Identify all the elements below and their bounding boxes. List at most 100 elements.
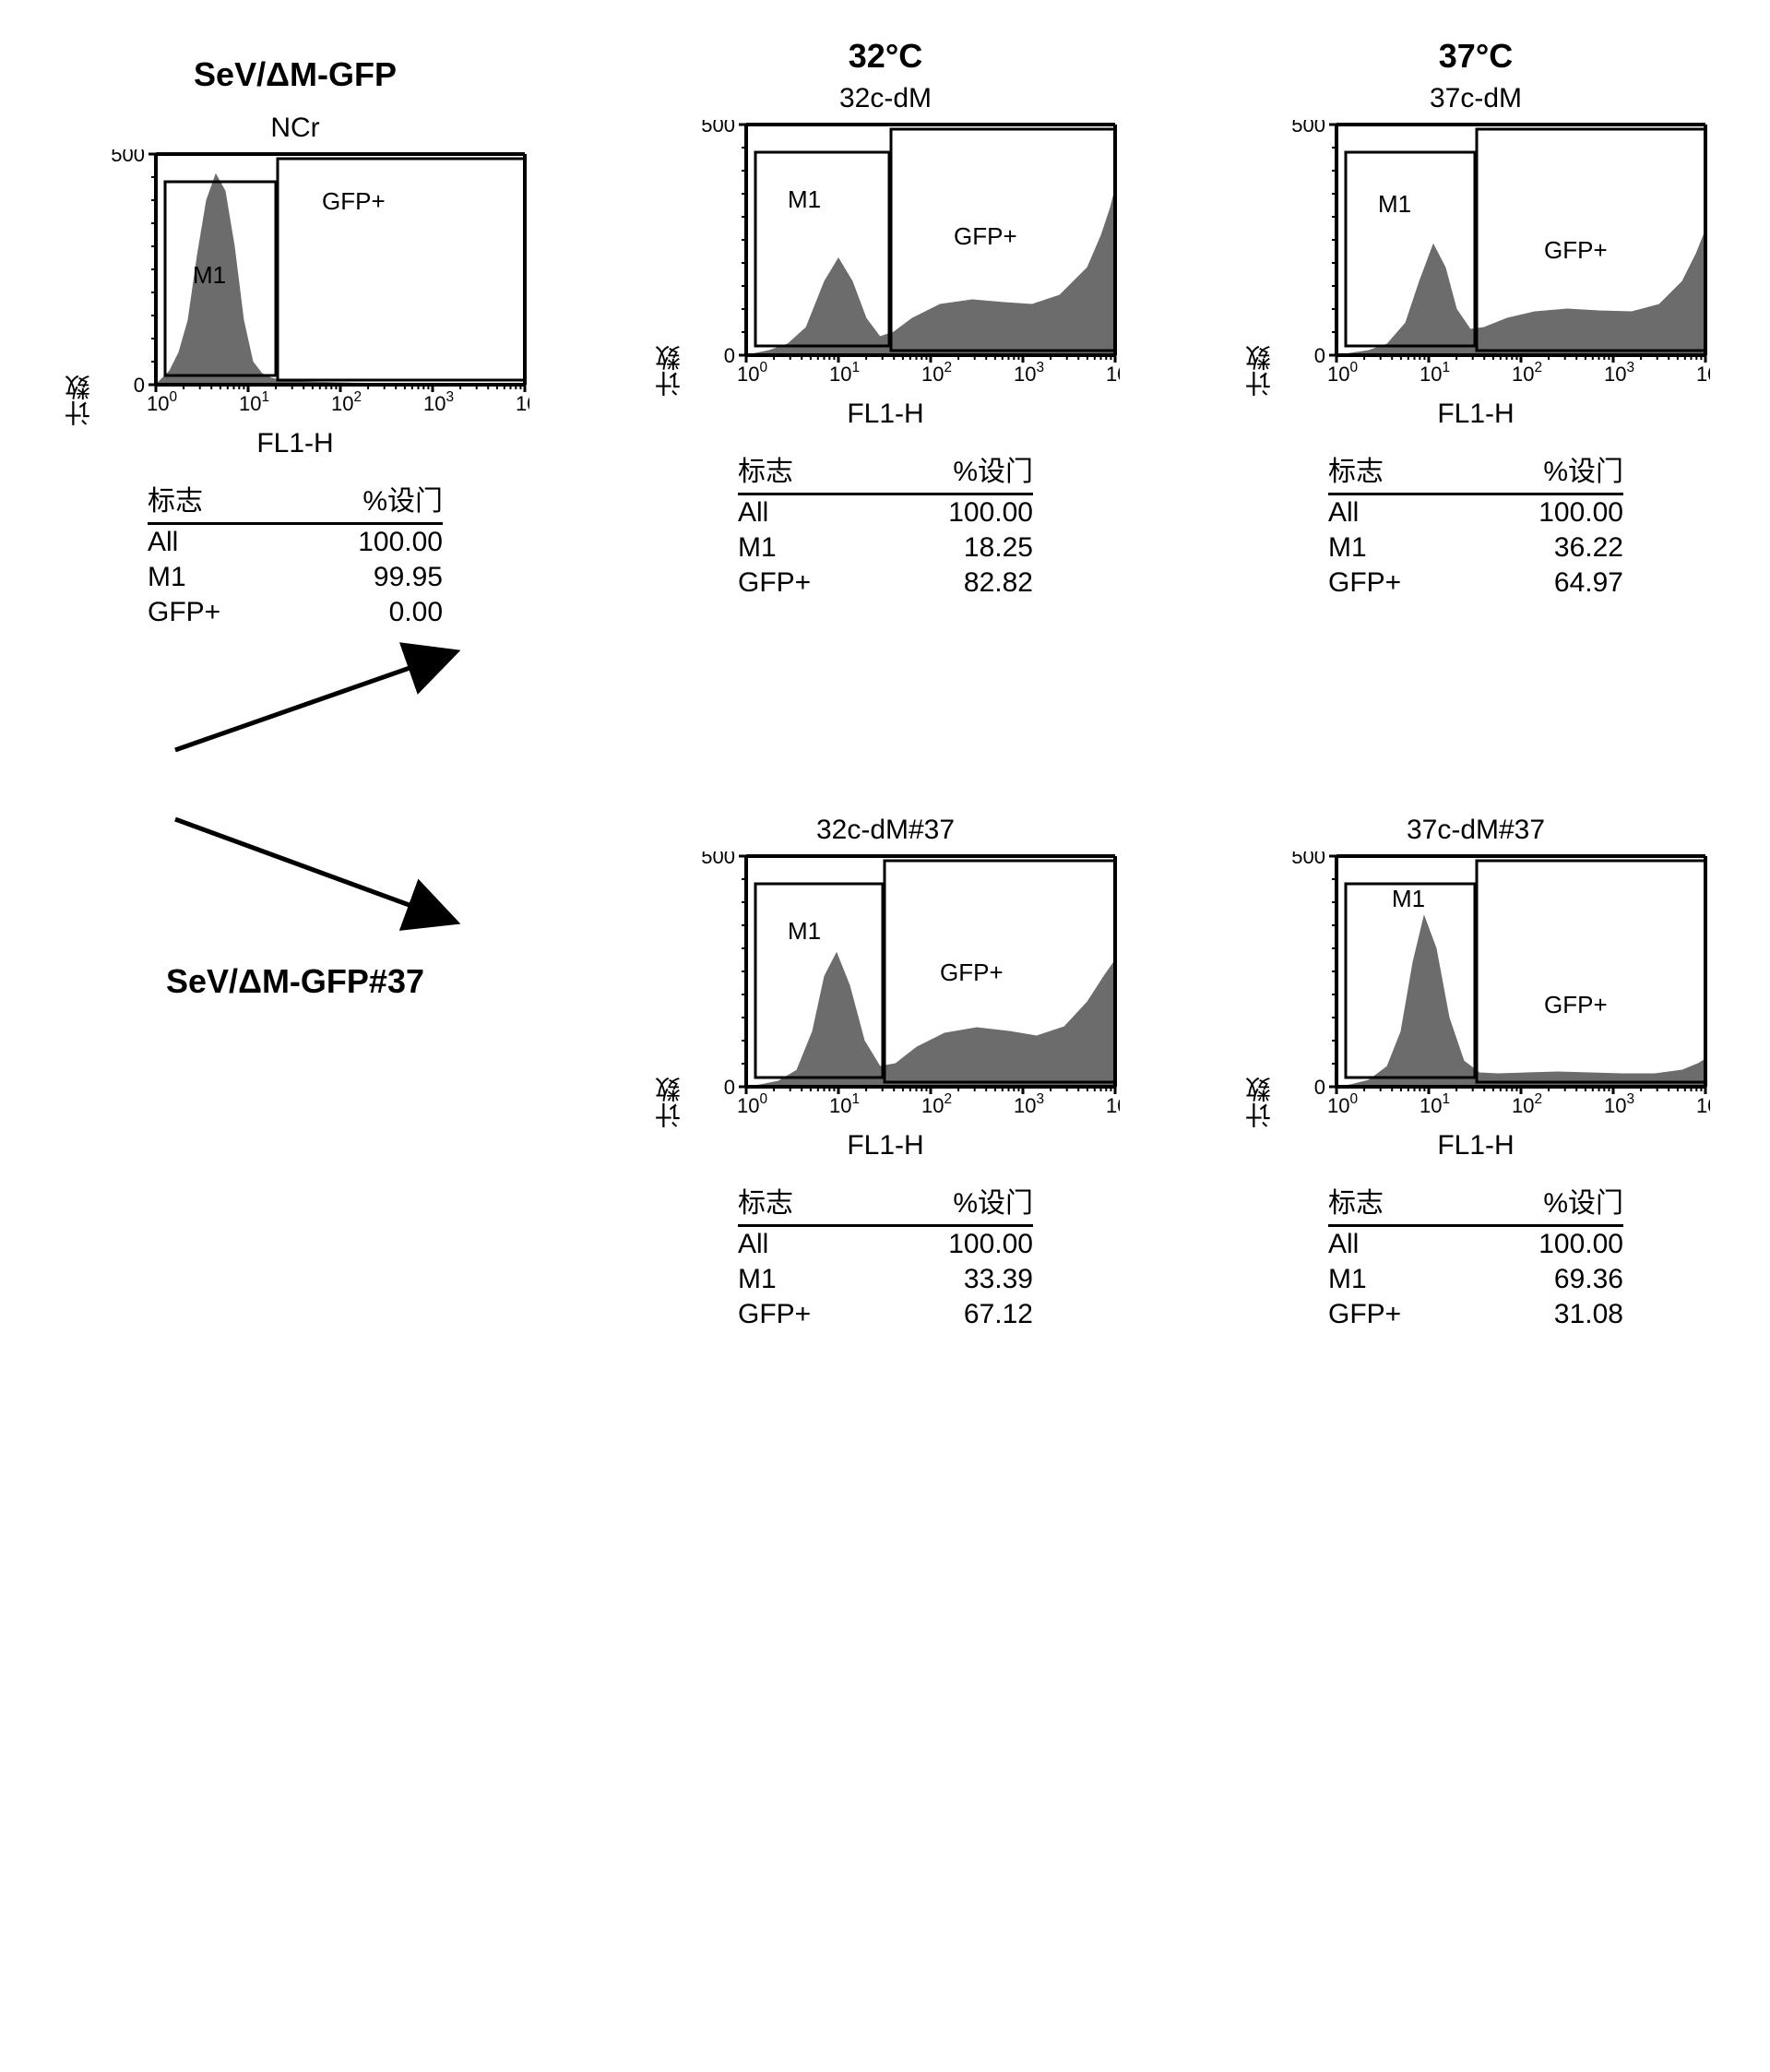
svg-text:104: 104 — [1696, 1091, 1710, 1117]
stats-key: GFP+ — [148, 597, 309, 628]
svg-text:500: 500 — [111, 149, 145, 166]
histogram-plot: M1 GFP+ 100101102103104 0500 — [695, 120, 1120, 397]
stats-header: 标志 %设门 — [1328, 1180, 1623, 1227]
stats-ncr: 标志 %设门 All100.00M199.95GFP+0.00 — [148, 478, 443, 630]
xlabel: FL1-H — [256, 428, 333, 459]
cell-32dm37: 32c-dM#37 计数 M1 GFP+ 100101102103104 050… — [627, 815, 1144, 1332]
svg-text:104: 104 — [1106, 1091, 1120, 1117]
arrow-down-icon — [166, 805, 646, 935]
plot-title-37dm37: 37c-dM#37 — [1407, 815, 1545, 846]
svg-text:GFP+: GFP+ — [1544, 236, 1608, 264]
svg-text:M1: M1 — [1392, 885, 1425, 912]
stats-col-percent: %设门 — [899, 1180, 1033, 1221]
stats-col-marker: 标志 — [738, 448, 899, 489]
svg-text:100: 100 — [737, 1091, 767, 1117]
stats-val: 31.08 — [1490, 1299, 1623, 1330]
svg-text:500: 500 — [701, 851, 735, 868]
svg-text:100: 100 — [147, 389, 177, 415]
stats-32dm37: 标志 %设门 All100.00M133.39GFP+67.12 — [738, 1180, 1033, 1332]
stats-37dm: 标志 %设门 All100.00M136.22GFP+64.97 — [1328, 448, 1623, 601]
xlabel: FL1-H — [1437, 399, 1514, 430]
svg-text:102: 102 — [331, 389, 362, 415]
col-header-37: 37°C — [1439, 37, 1513, 76]
plot-title-32dm37: 32c-dM#37 — [816, 815, 955, 846]
stats-key: M1 — [148, 562, 309, 593]
stats-header: 标志 %设门 — [1328, 448, 1623, 495]
stats-key: All — [148, 527, 309, 558]
stats-32dm: 标志 %设门 All100.00M118.25GFP+82.82 — [738, 448, 1033, 601]
stats-key: M1 — [1328, 532, 1490, 564]
stats-row: M118.25 — [738, 530, 1033, 566]
stats-key: All — [1328, 1229, 1490, 1260]
plot-wrap-37dm: 计数 M1 GFP+ 100101102103104 0500 — [1241, 120, 1710, 397]
plot-svg-container: M1 GFP+ 100101102103104 0500 — [695, 851, 1120, 1128]
plot-svg-container: M1 GFP+ 100101102103104 0500 — [1286, 851, 1710, 1128]
svg-text:103: 103 — [423, 389, 454, 415]
svg-text:101: 101 — [829, 360, 860, 386]
svg-text:M1: M1 — [788, 185, 821, 213]
stats-val: 82.82 — [899, 567, 1033, 599]
plot-title-32dm: 32c-dM — [839, 83, 932, 114]
variant-label-top: SeV/ΔM-GFP — [194, 55, 397, 94]
stats-val: 18.25 — [899, 532, 1033, 564]
plot-svg-container: M1 GFP+ 100101102103104 0500 — [105, 149, 529, 426]
stats-val: 100.00 — [1490, 1229, 1623, 1260]
col-header-32: 32°C — [849, 37, 922, 76]
stats-key: GFP+ — [738, 1299, 899, 1330]
cell-ncr: SeV/ΔM-GFP NCr 计数 M1 GFP+ 10010110210310… — [37, 37, 553, 759]
ylabel: 计数 — [1241, 345, 1278, 397]
xlabel: FL1-H — [847, 1130, 923, 1161]
stats-37dm37: 标志 %设门 All100.00M169.36GFP+31.08 — [1328, 1180, 1623, 1332]
plot-wrap-32dm37: 计数 M1 GFP+ 100101102103104 0500 — [651, 851, 1120, 1128]
stats-row: GFP+82.82 — [738, 566, 1033, 601]
svg-text:GFP+: GFP+ — [954, 222, 1017, 250]
svg-text:102: 102 — [921, 360, 952, 386]
svg-text:101: 101 — [1420, 360, 1450, 386]
stats-row: M133.39 — [738, 1262, 1033, 1297]
svg-text:102: 102 — [921, 1091, 952, 1117]
plot-wrap-32dm: 计数 M1 GFP+ 100101102103104 0500 — [651, 120, 1120, 397]
plot-title-ncr: NCr — [270, 113, 319, 144]
svg-text:500: 500 — [1291, 851, 1325, 868]
svg-text:100: 100 — [1327, 1091, 1358, 1117]
plot-svg-container: M1 GFP+ 100101102103104 0500 — [695, 120, 1120, 397]
stats-val: 100.00 — [899, 497, 1033, 529]
svg-text:0: 0 — [1314, 344, 1325, 367]
svg-text:0: 0 — [134, 374, 145, 397]
svg-text:0: 0 — [724, 344, 735, 367]
xlabel: FL1-H — [1437, 1130, 1514, 1161]
histogram-plot: M1 GFP+ 100101102103104 0500 — [695, 851, 1120, 1128]
svg-text:100: 100 — [737, 360, 767, 386]
plot-wrap-ncr: 计数 M1 GFP+ 100101102103104 0500 — [61, 149, 529, 426]
cell-37dm37: 37c-dM#37 计数 M1 GFP+ 100101102103104 050… — [1218, 815, 1734, 1332]
stats-val: 100.00 — [1490, 497, 1623, 529]
stats-key: M1 — [1328, 1264, 1490, 1295]
stats-col-marker: 标志 — [738, 1180, 899, 1221]
plot-wrap-37dm37: 计数 M1 GFP+ 100101102103104 0500 — [1241, 851, 1710, 1128]
stats-row: GFP+64.97 — [1328, 566, 1623, 601]
ylabel: 计数 — [61, 375, 98, 426]
histogram-plot: M1 GFP+ 100101102103104 0500 — [1286, 851, 1710, 1128]
stats-row: All100.00 — [1328, 1227, 1623, 1262]
stats-col-marker: 标志 — [148, 478, 309, 518]
svg-text:103: 103 — [1014, 1091, 1044, 1117]
svg-text:500: 500 — [701, 120, 735, 137]
plot-svg-container: M1 GFP+ 100101102103104 0500 — [1286, 120, 1710, 397]
cell-32dm: 32°C 32c-dM 计数 M1 GFP+ 100101102103104 0… — [627, 37, 1144, 601]
stats-val: 67.12 — [899, 1299, 1033, 1330]
stats-col-percent: %设门 — [1490, 448, 1623, 489]
stats-val: 64.97 — [1490, 567, 1623, 599]
svg-text:102: 102 — [1512, 1091, 1542, 1117]
stats-val: 33.39 — [899, 1264, 1033, 1295]
stats-row: M136.22 — [1328, 530, 1623, 566]
stats-col-marker: 标志 — [1328, 1180, 1490, 1221]
stats-key: All — [1328, 497, 1490, 529]
stats-col-marker: 标志 — [1328, 448, 1490, 489]
stats-row: All100.00 — [738, 495, 1033, 530]
stats-val: 100.00 — [899, 1229, 1033, 1260]
svg-text:GFP+: GFP+ — [940, 959, 1004, 986]
svg-text:103: 103 — [1604, 1091, 1634, 1117]
stats-row: M169.36 — [1328, 1262, 1623, 1297]
stats-key: GFP+ — [1328, 567, 1490, 599]
plot-title-37dm: 37c-dM — [1430, 83, 1522, 114]
